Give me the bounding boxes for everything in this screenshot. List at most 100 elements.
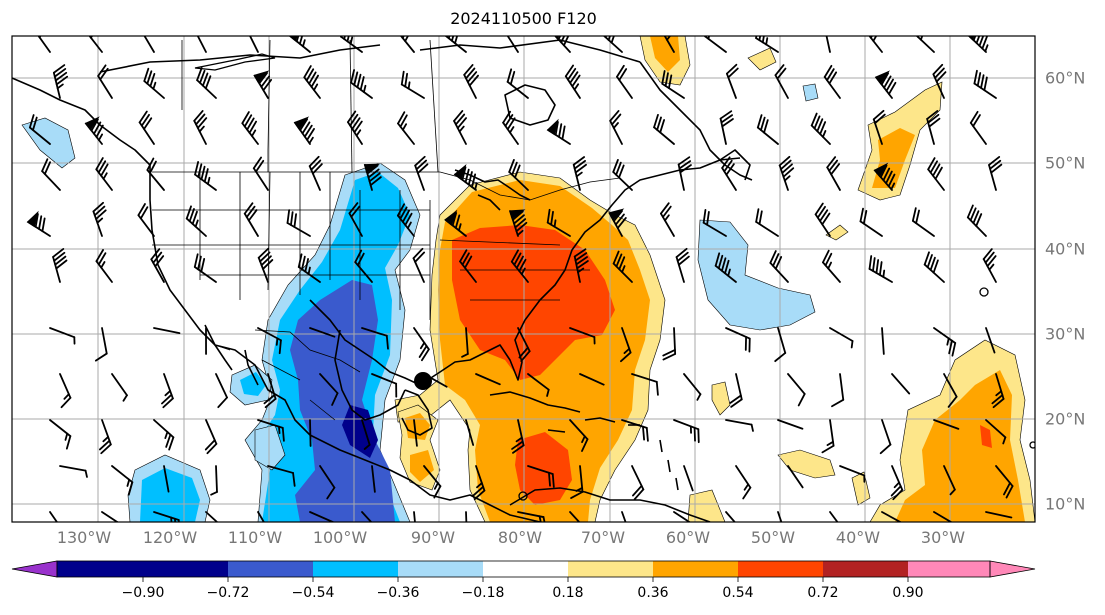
wind-barb — [873, 162, 896, 191]
wind-barb — [774, 327, 787, 363]
wind-barb — [49, 511, 66, 522]
colorbar-tick-label: −0.72 — [206, 585, 250, 601]
wind-barb — [612, 250, 633, 283]
wind-barb — [444, 209, 467, 237]
wind-barb — [969, 110, 987, 145]
wind-barb — [309, 511, 335, 522]
contour-lines — [194, 53, 1035, 501]
wind-barb — [348, 202, 363, 237]
wind-barb — [193, 110, 208, 145]
colorbar-tick-label: −0.90 — [121, 585, 165, 601]
wind-barb — [253, 70, 273, 99]
wind-barb — [26, 210, 51, 237]
wind-barb — [675, 247, 690, 283]
lon-label: 100°W — [312, 528, 368, 547]
wind-barb — [721, 156, 737, 191]
wind-barb — [677, 156, 692, 191]
wind-barb — [49, 327, 76, 345]
wind-barb — [85, 36, 103, 53]
wind-barb — [714, 252, 737, 283]
wind-barb — [371, 465, 376, 493]
colorbar-tick-label: 0.90 — [892, 585, 924, 601]
map-area — [12, 36, 1035, 522]
wind-barb — [982, 248, 997, 283]
wind-barb — [621, 511, 632, 522]
wind-barb — [465, 419, 475, 446]
wind-barb — [865, 36, 883, 53]
wind-barb — [400, 70, 425, 99]
wind-barb — [143, 67, 165, 99]
wind-barb — [673, 511, 697, 522]
wind-barb — [810, 112, 831, 145]
wind-barb — [932, 63, 947, 99]
wind-barb — [702, 208, 727, 237]
lat-label: 50°N — [1045, 153, 1086, 173]
colorbar — [11, 560, 1036, 582]
lon-label: 50°W — [750, 528, 796, 547]
lat-label: 10°N — [1045, 494, 1086, 514]
wind-barb — [138, 110, 155, 145]
wind-barb — [204, 419, 218, 455]
wind-barb — [991, 373, 1005, 409]
wind-barb — [985, 511, 1013, 519]
wind-barb — [631, 373, 659, 396]
colorbar-extend-max — [989, 560, 1036, 578]
wind-barb — [573, 248, 589, 283]
wind-barb — [347, 110, 363, 145]
wind-barb — [465, 511, 468, 522]
wind-barb — [319, 373, 339, 406]
graticule — [12, 36, 1035, 522]
wind-barb — [661, 70, 685, 99]
wind-barb — [874, 70, 897, 99]
wind-barb — [98, 419, 112, 455]
wind-barb — [726, 63, 739, 99]
wind-barb — [193, 36, 207, 53]
wind-barb — [814, 202, 831, 237]
wind-barb — [52, 248, 68, 283]
wind-barb — [881, 511, 906, 522]
colorbar-tick-label: 0.36 — [637, 585, 669, 601]
wind-barb — [569, 327, 596, 345]
wind-barb — [527, 373, 550, 397]
wind-barb — [506, 68, 529, 99]
wind-barb — [879, 419, 892, 455]
wind-barb — [653, 113, 675, 145]
lat-label: 60°N — [1045, 68, 1086, 88]
wind-barb — [257, 419, 285, 442]
wind-barb — [475, 373, 501, 386]
wind-barb — [683, 465, 694, 492]
lat-label: 30°N — [1045, 324, 1086, 344]
wind-barb — [340, 36, 363, 53]
wind-barb — [933, 327, 957, 357]
wind-barb — [933, 511, 958, 522]
wind-barb — [821, 419, 835, 454]
wind-barb — [616, 64, 633, 99]
wind-barb — [911, 207, 935, 237]
wind-barb — [608, 208, 627, 237]
wind-barb — [459, 249, 477, 283]
lon-label: 110°W — [227, 528, 283, 547]
wind-barb — [787, 465, 804, 489]
wind-barb — [52, 64, 69, 99]
wind-barb — [263, 373, 277, 409]
wind-barb — [193, 253, 217, 283]
wind-barb — [839, 465, 866, 483]
wind-barb — [777, 511, 788, 522]
wind-barb — [92, 201, 107, 237]
wind-barb — [662, 327, 677, 361]
wind-barb — [245, 36, 259, 53]
colorbar-tick-label: −0.36 — [376, 585, 420, 601]
wind-barb — [881, 327, 885, 355]
wind-barb — [396, 203, 415, 237]
wind-barb — [293, 116, 315, 145]
colorbar-tick-label: 0.54 — [722, 585, 754, 601]
wind-barb — [966, 204, 987, 237]
wind-barb — [49, 419, 72, 450]
wind-barb — [572, 156, 587, 191]
wind-barb — [943, 373, 958, 408]
colorbar-tick-label: 0.72 — [807, 585, 839, 601]
wind-barb — [111, 373, 128, 402]
wind-barb — [631, 465, 645, 501]
wind-barb — [257, 247, 274, 283]
